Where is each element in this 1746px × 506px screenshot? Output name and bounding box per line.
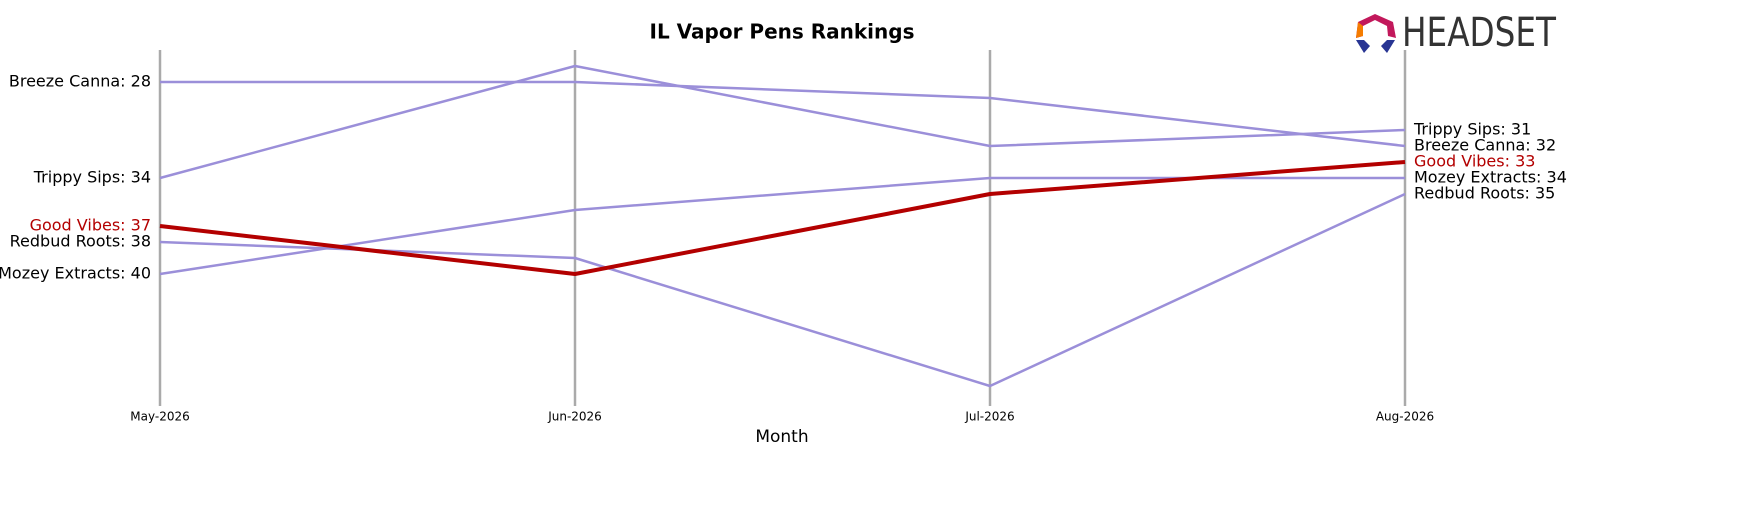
x-tick-label: Aug-2026 (1376, 410, 1434, 424)
value-label: Breeze Canna: 32 (1414, 136, 1556, 155)
logo-foot-right (1381, 40, 1395, 53)
value-label: Good Vibes: 33 (1414, 152, 1535, 171)
value-label: Mozey Extracts: 34 (1414, 168, 1567, 187)
series-line (159, 160, 1406, 276)
series-line (159, 192, 1406, 388)
value-label: Trippy Sips: 31 (1413, 120, 1531, 139)
logo: HEADSET (1356, 10, 1556, 56)
x-axis-label: Month (755, 427, 808, 447)
series-line (159, 176, 1405, 276)
value-label: Breeze Canna: 28 (9, 72, 151, 91)
x-tick-label: Jun-2026 (547, 410, 602, 424)
series-line (160, 80, 1406, 148)
logo-ring-left (1356, 22, 1363, 38)
x-tick-label: May-2026 (130, 410, 189, 424)
value-label: Redbud Roots: 38 (10, 232, 151, 251)
logo-ring (1356, 14, 1396, 38)
x-tick-label: Jul-2026 (964, 410, 1014, 424)
logo-text: HEADSET (1402, 10, 1556, 56)
value-label: Trippy Sips: 34 (33, 168, 151, 187)
series-line (159, 64, 1406, 180)
chart-title: IL Vapor Pens Rankings (650, 20, 915, 44)
logo-foot-left (1356, 40, 1370, 53)
value-label: Good Vibes: 37 (30, 216, 151, 235)
value-label: Redbud Roots: 35 (1414, 184, 1555, 203)
value-label: Mozey Extracts: 40 (0, 264, 151, 283)
